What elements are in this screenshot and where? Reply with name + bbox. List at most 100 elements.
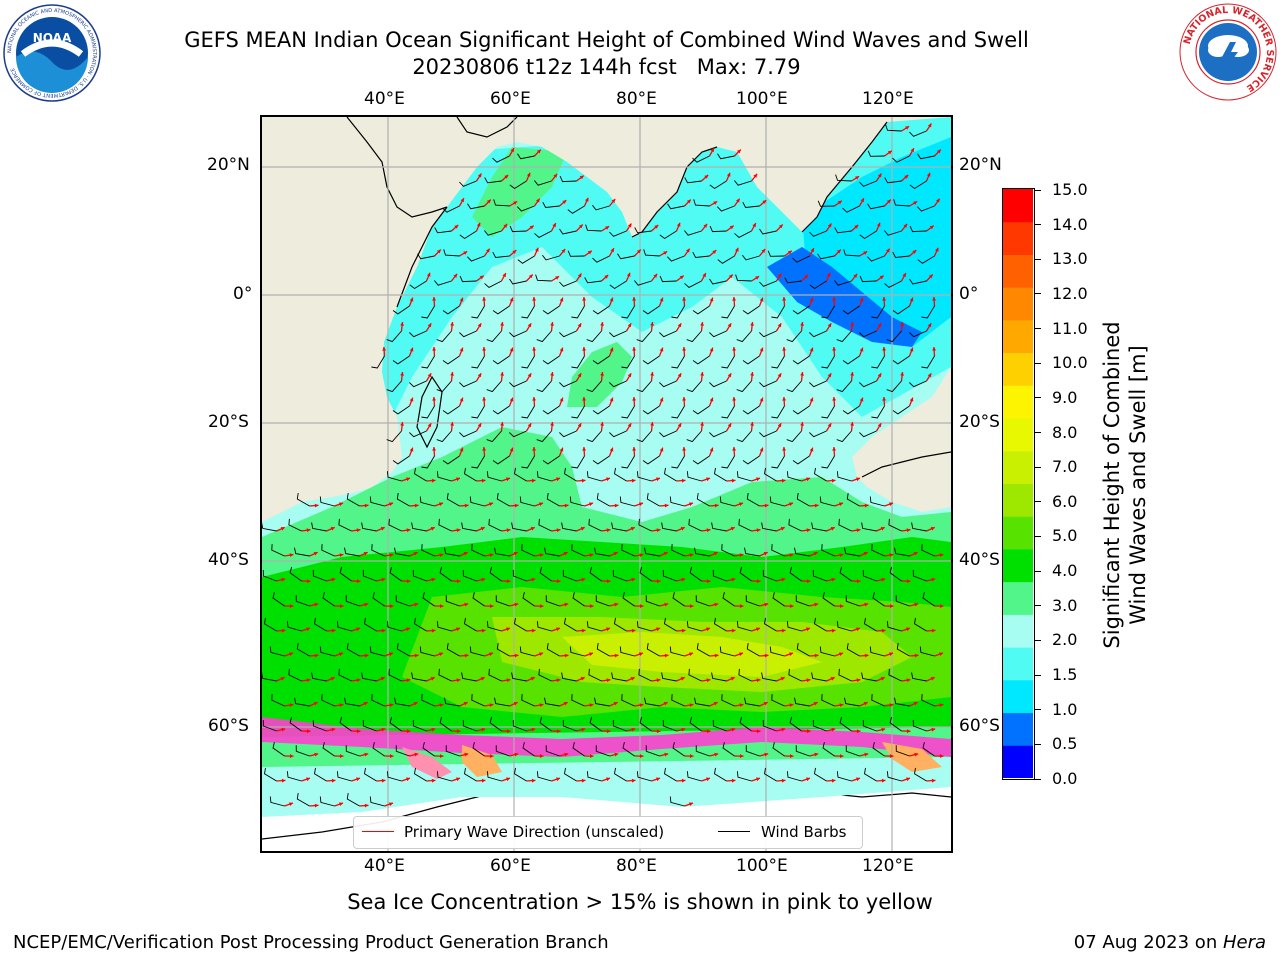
wind-barb: [842, 305, 860, 315]
wave-direction-arrowhead: [559, 447, 564, 452]
wind-barb: [862, 569, 877, 582]
wind-barb: [862, 719, 877, 732]
wave-direction-arrowhead: [627, 373, 632, 378]
wind-barb: [721, 355, 735, 369]
wave-direction-arrowhead: [740, 604, 744, 608]
wave-direction-arrowhead: [781, 628, 786, 633]
wave-direction-arrowhead: [832, 347, 836, 351]
wind-barb: [644, 697, 660, 707]
wave-direction-arrowhead: [732, 297, 736, 301]
wind-barb: [884, 230, 902, 236]
wave-height-map: [260, 115, 953, 853]
wave-direction-arrowhead: [906, 678, 911, 683]
wave-direction-arrowhead: [381, 778, 386, 783]
wind-barb: [609, 280, 627, 290]
wind-barb: [386, 471, 402, 482]
wind-barb: [594, 697, 610, 707]
wind-barb: [486, 471, 502, 482]
wave-direction-arrowhead: [781, 577, 786, 582]
lat-tick-left-0: 0°: [233, 284, 253, 304]
wind-barb: [564, 467, 577, 482]
wind-barb: [672, 742, 685, 757]
wind-barb: [609, 230, 627, 237]
wind-barb: [484, 230, 502, 236]
wind-barb: [772, 592, 785, 607]
wind-barb: [839, 716, 852, 732]
wind-barb: [311, 522, 327, 532]
wind-barb: [712, 719, 727, 732]
wave-direction-arrowhead: [432, 347, 436, 351]
wind-barb: [396, 643, 410, 657]
wind-barb: [636, 621, 652, 632]
wind-barb: [642, 305, 660, 315]
wave-direction-arrowhead: [552, 223, 556, 228]
wind-barb: [264, 617, 277, 632]
wave-direction-arrowhead: [581, 727, 586, 732]
wind-barb: [609, 330, 627, 338]
wave-direction-arrowhead: [540, 754, 544, 758]
wind-barb: [611, 672, 627, 682]
wave-direction-arrowhead: [656, 627, 660, 632]
wind-barb: [886, 771, 902, 782]
wind-barb: [917, 255, 935, 264]
wind-barb: [639, 566, 652, 582]
wave-direction-arrowhead: [800, 372, 804, 376]
wave-direction-arrowhead: [906, 777, 910, 782]
wave-direction-arrowhead: [630, 677, 635, 681]
wave-direction-arrowhead: [314, 503, 319, 508]
wave-direction-arrowhead: [763, 702, 768, 706]
wind-barb: [921, 355, 935, 369]
wind-barb: [884, 177, 902, 184]
wave-direction-arrowhead: [886, 248, 890, 253]
wave-direction-arrowhead: [606, 777, 610, 782]
wind-barb: [595, 595, 610, 607]
wind-barb: [572, 742, 585, 757]
wind-barb: [721, 544, 735, 557]
wave-direction-arrowhead: [863, 702, 868, 706]
wind-barb: [709, 180, 727, 190]
wave-direction-arrowhead: [913, 552, 918, 556]
wave-direction-arrowhead: [830, 527, 835, 531]
wind-barb: [861, 672, 877, 682]
wind-barb: [411, 672, 427, 682]
colorbar-tick-label: 5.0: [1052, 526, 1078, 546]
wind-barb: [559, 380, 577, 388]
wind-barb: [445, 595, 460, 607]
wind-barb: [872, 742, 885, 757]
wave-direction-arrowhead: [789, 652, 793, 656]
wind-barb: [484, 280, 502, 288]
wind-barb: [589, 566, 602, 582]
wave-direction-arrowhead: [606, 477, 610, 482]
wave-direction-arrowhead: [739, 502, 743, 506]
wind-barb: [911, 672, 927, 682]
lon-tick-bottom-120: 120°E: [862, 856, 914, 876]
wind-barb: [614, 617, 627, 632]
wind-barb: [362, 719, 377, 732]
wave-direction-arrowhead: [889, 652, 893, 656]
wind-barb: [492, 305, 510, 315]
wave-direction-arrowhead: [709, 297, 714, 302]
wave-direction-arrowhead: [482, 347, 486, 351]
wave-direction-arrowhead: [427, 323, 432, 328]
wave-direction-arrowhead: [532, 397, 536, 401]
wave-direction-arrowhead: [531, 478, 536, 483]
colorbar-tick-label: 13.0: [1052, 249, 1088, 269]
wind-barb: [514, 767, 527, 782]
wave-direction-arrowhead: [514, 752, 519, 757]
wave-direction-arrowhead: [539, 502, 543, 506]
wave-direction-arrowhead: [939, 553, 944, 557]
colorbar-tick-mark: [1035, 743, 1041, 745]
wave-direction-arrowhead: [356, 579, 361, 584]
wind-barb: [736, 621, 752, 632]
wave-direction-arrowhead: [580, 677, 585, 681]
wind-barb: [696, 493, 710, 507]
wind-barb: [311, 672, 327, 682]
wind-barb: [886, 330, 902, 343]
wind-barb: [389, 566, 402, 582]
wave-direction-arrowhead: [314, 752, 319, 757]
wind-barb: [286, 621, 302, 632]
wave-direction-arrowhead: [804, 275, 809, 279]
wind-barb: [738, 518, 752, 532]
wind-barb: [592, 355, 610, 365]
wave-direction-arrowhead: [456, 678, 461, 683]
